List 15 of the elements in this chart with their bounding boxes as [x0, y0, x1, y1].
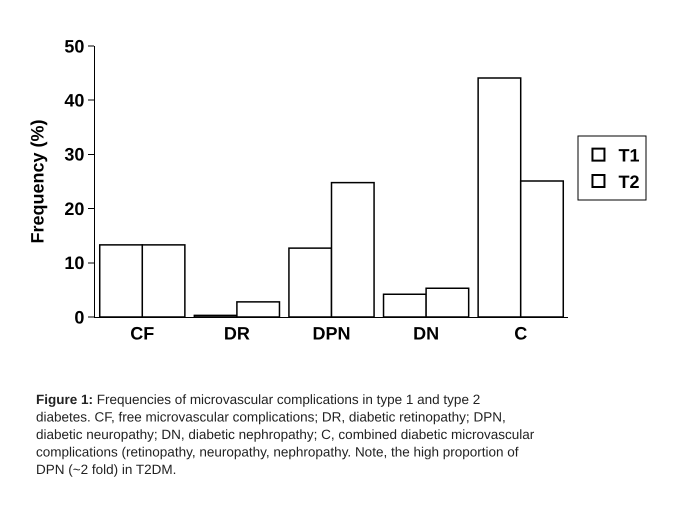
- x-tick-label: DN: [413, 324, 440, 344]
- x-tick-label: DR: [224, 324, 250, 344]
- x-tick-label: DPN: [312, 324, 351, 344]
- y-tick-label: 30: [64, 144, 84, 165]
- y-tick-label: 0: [74, 307, 84, 328]
- y-tick-label: 50: [64, 36, 84, 56]
- legend-label: T1: [618, 146, 640, 166]
- y-axis-title: Frequency (%): [28, 119, 48, 244]
- y-tick-label: 20: [64, 198, 84, 219]
- x-tick-label: C: [514, 324, 528, 344]
- y-tick-label: 40: [64, 90, 84, 110]
- caption: Figure 1:: [36, 392, 94, 407]
- legend-label: T2: [618, 172, 640, 192]
- y-tick-label: 10: [64, 253, 84, 274]
- x-tick-label: CF: [130, 324, 154, 344]
